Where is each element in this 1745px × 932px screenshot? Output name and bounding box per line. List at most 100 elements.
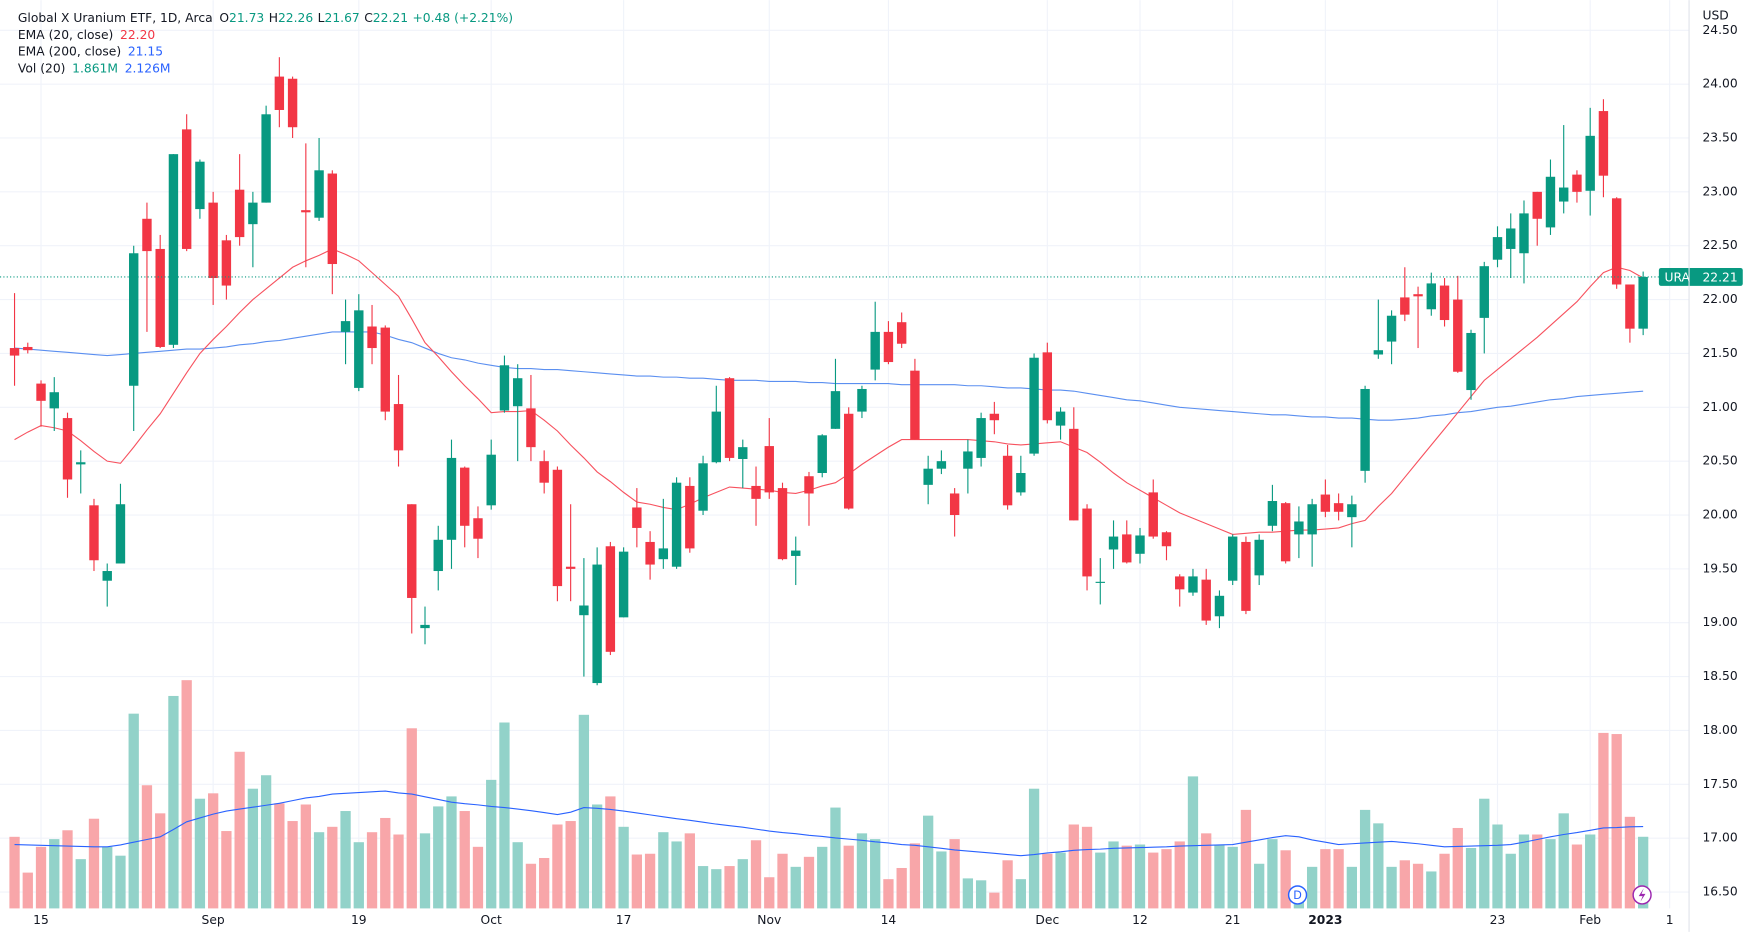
volume-bar xyxy=(9,836,20,909)
volume-bar xyxy=(287,821,298,909)
volume-bar xyxy=(62,830,73,909)
candle-body xyxy=(1585,135,1595,191)
volume-bar xyxy=(1479,798,1490,909)
volume-bar xyxy=(1201,833,1212,909)
candle-body xyxy=(844,413,854,509)
candle-body xyxy=(1373,350,1384,355)
candle-body xyxy=(1333,503,1344,512)
candle-body xyxy=(671,482,682,567)
candle-body xyxy=(539,461,549,483)
candle-body xyxy=(1611,198,1622,285)
volume-bar xyxy=(1598,732,1609,909)
y-tick-label: 22.00 xyxy=(1702,292,1737,306)
volume-bar xyxy=(300,804,311,909)
grid-layer xyxy=(0,0,1690,909)
volume-bar xyxy=(221,831,232,909)
y-tick-label: 23.50 xyxy=(1702,130,1737,144)
candle-body xyxy=(1506,228,1516,249)
candle-body xyxy=(433,539,443,572)
lines-layer xyxy=(14,248,1644,857)
legend-ema20: EMA (20, close) 22.20 xyxy=(18,27,155,41)
volume-bar xyxy=(777,853,788,909)
candle-body xyxy=(1519,213,1529,254)
volume-bar xyxy=(141,785,153,909)
y-tick-label: 18.50 xyxy=(1702,669,1737,683)
volume-bar xyxy=(856,833,868,909)
dividend-badge[interactable]: D xyxy=(1287,885,1308,905)
volume-bar xyxy=(1359,809,1371,909)
volume-bar xyxy=(591,804,603,909)
candle-body xyxy=(76,462,86,465)
candle-body xyxy=(1280,503,1291,562)
candle-body xyxy=(89,505,99,561)
candle-body xyxy=(129,253,139,386)
volume-bar xyxy=(1068,824,1079,909)
volume-bar xyxy=(539,857,550,909)
y-tick-label: 23.00 xyxy=(1702,184,1737,198)
candle-body xyxy=(1214,595,1225,617)
volume-bar xyxy=(115,855,126,909)
volume-bar xyxy=(1121,845,1132,909)
volume-bar xyxy=(1055,852,1066,909)
candle-body xyxy=(499,365,510,411)
legend-key: L xyxy=(318,11,325,25)
candle-body xyxy=(698,463,708,511)
candle-body xyxy=(896,322,907,344)
x-tick-label: Nov xyxy=(757,913,781,927)
candle-body xyxy=(1492,237,1503,260)
candle-body xyxy=(1135,535,1145,554)
candle-body xyxy=(446,457,457,540)
candle-body xyxy=(1095,581,1105,583)
candle-body xyxy=(367,326,377,349)
candle-body xyxy=(181,129,192,249)
volume-bar xyxy=(1399,860,1410,909)
volume-bar xyxy=(1028,788,1040,909)
volume-bar xyxy=(128,713,139,909)
volume-bar xyxy=(909,843,921,909)
candle-body xyxy=(791,550,801,556)
volume-bar xyxy=(247,788,259,909)
candle-body xyxy=(949,493,960,516)
volume-bar xyxy=(446,796,457,909)
candle-body xyxy=(1559,187,1569,202)
y-tick-label: 17.00 xyxy=(1702,831,1737,845)
volume-bar xyxy=(406,728,417,909)
volume-bar xyxy=(525,863,537,909)
candle-body xyxy=(195,161,205,210)
volume-bar xyxy=(605,796,616,909)
candle-body xyxy=(764,446,774,493)
legend-key: H xyxy=(269,11,278,25)
candle-body xyxy=(1254,539,1264,576)
candle-body xyxy=(274,76,285,110)
volume-bar xyxy=(1452,827,1463,909)
candle-body xyxy=(777,488,788,560)
candle-body xyxy=(155,248,165,347)
volume-bar xyxy=(1174,841,1185,909)
event-badge[interactable] xyxy=(1632,885,1652,905)
y-tick-label: 19.00 xyxy=(1702,615,1737,629)
candle-body xyxy=(1386,315,1397,342)
legend-ema200: EMA (200, close) 21.15 xyxy=(18,44,163,58)
candle-body xyxy=(327,173,338,265)
candle-body xyxy=(1479,266,1489,318)
candle-body xyxy=(552,469,563,587)
volume-bar xyxy=(327,826,338,909)
volume-bar xyxy=(697,866,709,909)
volume-bar xyxy=(1532,834,1543,909)
candle-body xyxy=(526,408,536,448)
legend-value: 22.20 xyxy=(120,27,155,41)
volume-bar xyxy=(313,832,325,909)
candle-body xyxy=(102,571,112,581)
candle-body xyxy=(1241,541,1251,611)
y-tick-label: 20.00 xyxy=(1702,508,1737,522)
candle-body xyxy=(1029,357,1039,454)
candle-body xyxy=(1598,111,1609,176)
ema20-line xyxy=(14,248,1644,535)
volume-bar xyxy=(1465,847,1477,909)
legend-value: 21.67 xyxy=(325,11,360,25)
y-tick-label: 18.00 xyxy=(1702,723,1737,737)
candle-body xyxy=(1320,494,1331,512)
candle-body xyxy=(1016,473,1026,493)
